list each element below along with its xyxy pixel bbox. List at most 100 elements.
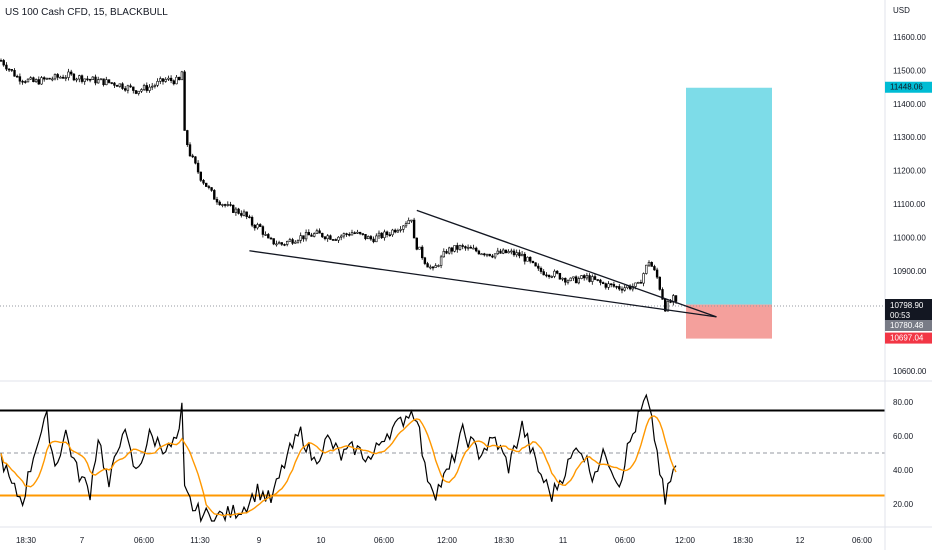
time-tick-label: 06:00 bbox=[374, 536, 395, 545]
candle bbox=[582, 274, 586, 281]
candle bbox=[32, 76, 35, 83]
candle-body bbox=[318, 230, 321, 234]
candle-body bbox=[480, 253, 483, 256]
candle-body bbox=[175, 76, 178, 85]
candle-body bbox=[250, 217, 254, 226]
candle-body bbox=[442, 251, 445, 258]
candle-body bbox=[599, 279, 602, 283]
candle-body bbox=[61, 76, 65, 79]
candle bbox=[339, 234, 343, 241]
candle-body bbox=[499, 250, 502, 254]
candle-body bbox=[626, 285, 629, 289]
candle bbox=[234, 207, 238, 216]
candle bbox=[520, 250, 524, 257]
candle-body bbox=[488, 253, 491, 257]
candle bbox=[242, 209, 246, 217]
candle bbox=[531, 260, 535, 264]
candle-body bbox=[218, 201, 221, 206]
candle bbox=[140, 88, 143, 94]
candle-body bbox=[661, 289, 664, 300]
candle bbox=[78, 74, 81, 83]
candle bbox=[323, 236, 327, 241]
candle-body bbox=[526, 256, 529, 262]
candle-body bbox=[666, 301, 670, 312]
candle-body bbox=[223, 204, 227, 206]
candle bbox=[483, 252, 486, 257]
indicator-pane bbox=[0, 393, 885, 524]
candle-body bbox=[574, 276, 578, 284]
candle bbox=[334, 238, 337, 241]
candle-body bbox=[426, 263, 429, 268]
candle bbox=[269, 236, 273, 240]
candle bbox=[480, 253, 483, 256]
candle bbox=[515, 249, 518, 258]
candle bbox=[653, 264, 656, 271]
candle bbox=[29, 76, 32, 80]
candle-body bbox=[140, 89, 143, 92]
candle bbox=[342, 232, 346, 239]
candle bbox=[410, 219, 413, 223]
candle-body bbox=[91, 76, 95, 80]
candle bbox=[564, 277, 567, 286]
candle-body bbox=[226, 204, 229, 206]
candle bbox=[550, 275, 554, 279]
candle bbox=[110, 82, 113, 85]
candle-body bbox=[210, 187, 213, 191]
candle bbox=[350, 229, 354, 236]
candle-body bbox=[542, 271, 545, 276]
candle-body bbox=[399, 229, 402, 231]
candle bbox=[285, 240, 289, 247]
candle-body bbox=[107, 79, 111, 83]
candle bbox=[375, 233, 378, 243]
candle-body bbox=[148, 86, 151, 91]
candle-body bbox=[642, 273, 645, 284]
candle bbox=[518, 249, 521, 259]
candle-body bbox=[601, 282, 605, 284]
candle-body bbox=[121, 83, 124, 89]
candle-body bbox=[388, 234, 391, 236]
candle bbox=[102, 78, 105, 87]
candle bbox=[232, 204, 235, 214]
indicator-tick-label: 40.00 bbox=[893, 466, 914, 475]
candle bbox=[591, 274, 594, 285]
candle-body bbox=[229, 204, 232, 206]
price-tick-label: 10900.00 bbox=[893, 267, 927, 276]
candle-body bbox=[29, 77, 32, 80]
candle bbox=[620, 286, 624, 294]
candle-body bbox=[396, 230, 400, 233]
candle bbox=[488, 253, 491, 257]
candle-body bbox=[118, 83, 122, 87]
candle-body bbox=[539, 267, 543, 272]
time-tick-label: 12:00 bbox=[437, 536, 458, 545]
candle bbox=[178, 76, 181, 81]
candle-body bbox=[348, 234, 351, 236]
currency-label: USD bbox=[893, 6, 910, 15]
candle-body bbox=[423, 257, 427, 264]
candle-body bbox=[45, 77, 49, 80]
candle-body bbox=[618, 286, 621, 290]
candle-body bbox=[237, 208, 240, 214]
candle bbox=[577, 276, 581, 285]
candle-body bbox=[70, 71, 73, 75]
candle-body bbox=[194, 156, 197, 164]
candle-body bbox=[280, 242, 283, 245]
candle-body bbox=[585, 275, 589, 279]
candle-body bbox=[99, 78, 103, 81]
candle bbox=[615, 285, 618, 290]
candle-body bbox=[339, 235, 343, 238]
candle bbox=[188, 142, 192, 157]
candle bbox=[129, 83, 132, 88]
candle bbox=[426, 261, 429, 268]
candle-body bbox=[32, 77, 35, 83]
candle bbox=[67, 68, 70, 81]
candle-body bbox=[307, 232, 310, 236]
candle bbox=[205, 182, 208, 187]
candle bbox=[42, 76, 46, 82]
candle bbox=[372, 236, 375, 244]
target-zone bbox=[686, 87, 772, 305]
candle-body bbox=[80, 75, 84, 82]
candle-body bbox=[537, 265, 540, 269]
candle-body bbox=[469, 246, 472, 249]
